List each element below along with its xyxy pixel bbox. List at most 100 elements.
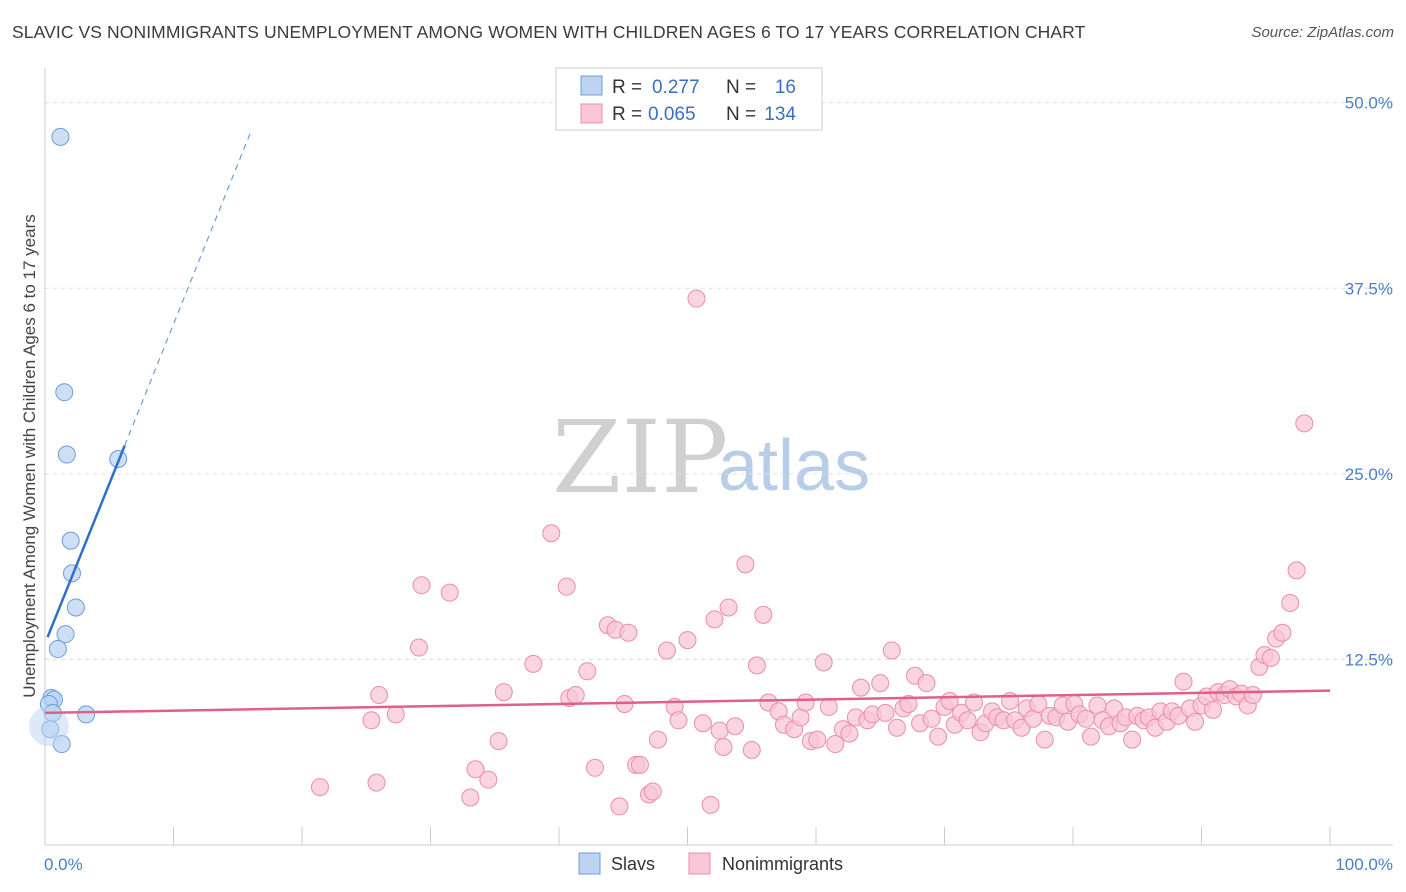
- y-tick-label: 37.5%: [1345, 279, 1393, 298]
- y-tick-labels: 12.5% 25.0% 37.5% 50.0%: [1345, 94, 1393, 670]
- nonimmigrants-point: [542, 524, 561, 543]
- nonimmigrants-point: [958, 711, 977, 730]
- chart-title: SLAVIC VS NONIMMIGRANTS UNEMPLOYMENT AMO…: [12, 22, 1086, 42]
- nonimmigrants-point: [819, 697, 838, 716]
- nonimmigrants-point: [1123, 730, 1142, 749]
- nonimmigrants-point: [736, 555, 755, 574]
- nonimmigrants-point: [929, 727, 948, 746]
- slavs-point: [77, 705, 96, 724]
- nonimmigrants-point: [479, 770, 498, 789]
- nonimmigrants-point: [643, 782, 662, 801]
- y-tick-label: 50.0%: [1345, 94, 1393, 113]
- nonimmigrants-point: [557, 577, 576, 596]
- nonimmigrants-point: [922, 709, 941, 728]
- series-legend-swatch-slavs: [578, 852, 601, 875]
- nonimmigrants-point: [1204, 700, 1223, 719]
- source-label: Source: ZipAtlas.com: [1251, 24, 1394, 41]
- slavs-point: [48, 640, 67, 659]
- nonimmigrants-point: [851, 678, 870, 697]
- legend-swatch-nonimmigrants: [580, 103, 603, 124]
- nonimmigrants-point: [648, 730, 667, 749]
- nonimmigrants-point: [566, 686, 585, 705]
- nonimmigrants-point: [678, 631, 697, 650]
- series-legend-label-slavs: Slavs: [611, 854, 655, 874]
- nonimmigrants-point: [1243, 686, 1262, 705]
- slavs-trend-line: [46, 445, 126, 638]
- legend-n-value-slavs: 16: [775, 77, 796, 98]
- nonimmigrants-point: [1076, 709, 1095, 728]
- slavs-point: [56, 625, 75, 644]
- nonimmigrants-point: [871, 674, 890, 693]
- nonimmigrants-point: [412, 576, 431, 595]
- nonimmigrants-point: [808, 730, 827, 749]
- y-tick-label: 12.5%: [1345, 650, 1393, 669]
- nonimmigrants-point: [687, 289, 706, 308]
- nonimmigrants-point: [578, 662, 597, 681]
- nonimmigrants-point: [796, 693, 815, 712]
- nonimmigrants-point: [1281, 594, 1300, 613]
- nonimmigrants-point: [754, 605, 773, 624]
- legend-swatch-slavs: [580, 75, 603, 96]
- series-legend: Slavs Nonimmigrants: [578, 852, 843, 875]
- nonimmigrants-point: [1261, 648, 1280, 667]
- nonimmigrants-point: [362, 711, 381, 730]
- nonimmigrants-point: [1035, 730, 1054, 749]
- nonimmigrants-point: [965, 693, 984, 712]
- nonimmigrants-point: [310, 778, 329, 797]
- slavs-point: [66, 598, 85, 617]
- y-axis-title: Unemployment Among Women with Children A…: [20, 214, 39, 698]
- nonimmigrants-point: [440, 583, 459, 602]
- slavs-point: [51, 127, 70, 146]
- nonimmigrants-point: [630, 755, 649, 774]
- slavs-trend-extension: [124, 132, 252, 446]
- nonimmigrants-point: [1174, 672, 1193, 691]
- legend-r-label-slavs: R =: [612, 77, 642, 98]
- legend-r-value-nonimmigrants: 0.065: [648, 104, 696, 125]
- trend-lines: [44, 132, 1331, 715]
- slavs-point: [61, 531, 80, 550]
- nonimmigrants-point: [524, 654, 543, 673]
- nonimmigrants-point: [693, 714, 712, 733]
- slavs-point: [55, 383, 74, 402]
- series-legend-label-nonimmigrants: Nonimmigrants: [722, 854, 843, 874]
- watermark-atlas: atlas: [718, 426, 870, 506]
- nonimmigrants-point: [826, 735, 845, 754]
- nonimmigrants-point: [1295, 414, 1314, 433]
- watermark-zip: ZIP: [552, 399, 728, 516]
- x-tick-label-max: 100.0%: [1335, 855, 1393, 874]
- nonimmigrants-point: [747, 656, 766, 675]
- nonimmigrants-trend-line: [44, 689, 1331, 715]
- nonimmigrants-point: [1081, 727, 1100, 746]
- nonimmigrants-point: [714, 738, 733, 757]
- nonimmigrants-point: [882, 641, 901, 660]
- nonimmigrants-point: [409, 638, 428, 657]
- nonimmigrants-point: [899, 694, 918, 713]
- nonimmigrants-point: [726, 717, 745, 736]
- nonimmigrants-point: [466, 760, 485, 779]
- nonimmigrants-point: [705, 610, 724, 629]
- nonimmigrants-point: [386, 705, 405, 724]
- nonimmigrants-point: [585, 758, 604, 777]
- legend-n-value-nonimmigrants: 134: [764, 104, 796, 125]
- gridlines: [45, 102, 1393, 660]
- nonimmigrants-point: [887, 718, 906, 737]
- legend-n-label-nonimmigrants: N =: [726, 104, 756, 125]
- legend-r-value-slavs: 0.277: [652, 77, 700, 98]
- slavs-point: [57, 445, 76, 464]
- nonimmigrants-point: [669, 711, 688, 730]
- series-legend-swatch-nonimmigrants: [688, 852, 711, 875]
- nonimmigrants-point: [367, 773, 386, 792]
- nonimmigrants-point: [610, 797, 629, 816]
- nonimmigrants-point: [461, 788, 480, 807]
- nonimmigrants-point: [710, 721, 729, 740]
- x-tick-marks: [173, 827, 1331, 845]
- nonimmigrants-point: [840, 724, 859, 743]
- nonimmigrants-point: [489, 732, 508, 751]
- nonimmigrants-point: [370, 686, 389, 705]
- nonimmigrants-point: [814, 653, 833, 672]
- nonimmigrants-point: [876, 703, 895, 722]
- nonimmigrants-point: [742, 740, 761, 759]
- nonimmigrants-points: [310, 289, 1314, 816]
- nonimmigrants-point: [657, 641, 676, 660]
